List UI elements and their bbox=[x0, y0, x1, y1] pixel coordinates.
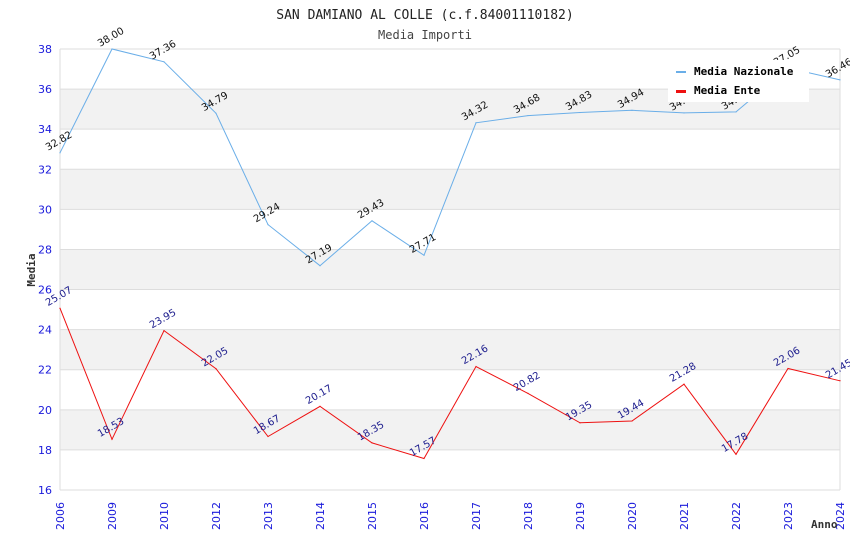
series-line bbox=[59, 308, 841, 460]
y-tick-label: 18 bbox=[38, 444, 52, 457]
x-axis-ticks: 2006 2009 2010 2012 2013 2014 2015 2016 2017 2018… bbox=[54, 502, 847, 530]
grid-lines bbox=[59, 48, 841, 491]
data-point bbox=[59, 152, 61, 154]
x-tick-label: 2022 bbox=[730, 502, 743, 530]
legend-box bbox=[668, 60, 809, 102]
x-tick-label: 2024 bbox=[834, 502, 847, 530]
data-point bbox=[735, 453, 737, 455]
data-point bbox=[735, 111, 737, 113]
background-bands bbox=[60, 89, 840, 450]
data-point bbox=[527, 392, 529, 394]
data-label: 36.46 bbox=[824, 57, 850, 81]
y-tick-label: 20 bbox=[38, 404, 52, 417]
x-tick-label: 2016 bbox=[418, 502, 431, 530]
data-point bbox=[475, 365, 477, 368]
data-point bbox=[839, 79, 841, 81]
data-point bbox=[579, 422, 581, 424]
data-point bbox=[631, 109, 633, 111]
y-tick-label: 34 bbox=[38, 123, 52, 136]
x-tick-label: 2013 bbox=[262, 502, 275, 530]
y-tick-label: 38 bbox=[38, 43, 52, 56]
data-point bbox=[423, 254, 425, 256]
data-label: 38.00 bbox=[96, 26, 126, 50]
x-tick-label: 2009 bbox=[106, 502, 119, 530]
x-axis-label: Anno bbox=[811, 518, 838, 531]
x-tick-label: 2019 bbox=[574, 502, 587, 530]
data-label: 23.95 bbox=[148, 307, 178, 331]
data-point bbox=[111, 48, 113, 50]
x-tick-label: 2017 bbox=[470, 502, 483, 530]
data-label: 20.17 bbox=[304, 383, 334, 407]
data-point bbox=[215, 112, 217, 114]
y-tick-label: 28 bbox=[38, 243, 52, 256]
legend-swatch-nazionale bbox=[676, 71, 686, 73]
data-point bbox=[631, 420, 633, 422]
data-point bbox=[787, 367, 789, 370]
data-label: 20.82 bbox=[512, 370, 542, 394]
x-tick-label: 2014 bbox=[314, 502, 327, 530]
y-axis-label: Media bbox=[25, 253, 38, 286]
data-point bbox=[579, 111, 581, 114]
chart-title: SAN DAMIANO AL COLLE (c.f.84001110182) bbox=[276, 8, 573, 23]
legend-label-nazionale: Media Nazionale bbox=[694, 65, 794, 78]
y-tick-label: 32 bbox=[38, 163, 52, 176]
data-point bbox=[371, 442, 373, 444]
data-label: 37.36 bbox=[148, 39, 178, 63]
x-tick-label: 2021 bbox=[678, 502, 691, 530]
y-tick-label: 26 bbox=[38, 284, 52, 297]
data-point bbox=[839, 380, 841, 382]
y-tick-label: 30 bbox=[38, 203, 52, 216]
y-tick-label: 24 bbox=[38, 324, 52, 337]
y-tick-label: 22 bbox=[38, 364, 52, 377]
chart-subtitle: Media Importi bbox=[378, 28, 472, 42]
data-point bbox=[111, 438, 113, 440]
data-point bbox=[267, 223, 269, 226]
data-point bbox=[319, 265, 321, 267]
data-point bbox=[683, 383, 685, 385]
series-line bbox=[59, 48, 841, 267]
band bbox=[60, 249, 840, 290]
data-point bbox=[267, 435, 269, 438]
data-point bbox=[475, 122, 477, 124]
x-tick-label: 2020 bbox=[626, 502, 639, 530]
data-point bbox=[527, 114, 529, 117]
legend-label-ente: Media Ente bbox=[694, 84, 761, 97]
data-point bbox=[319, 405, 321, 408]
y-tick-label: 16 bbox=[38, 484, 52, 497]
data-point bbox=[215, 368, 217, 370]
data-point bbox=[163, 330, 165, 332]
data-point bbox=[163, 61, 165, 63]
x-tick-label: 2010 bbox=[158, 502, 171, 530]
data-point bbox=[59, 307, 61, 309]
band bbox=[60, 329, 840, 370]
data-point bbox=[423, 457, 425, 460]
x-tick-label: 2018 bbox=[522, 502, 535, 530]
x-tick-label: 2015 bbox=[366, 502, 379, 530]
x-tick-label: 2023 bbox=[782, 502, 795, 530]
y-tick-label: 36 bbox=[38, 83, 52, 96]
data-point bbox=[683, 112, 685, 114]
legend: Media Nazionale Media Ente bbox=[668, 60, 809, 102]
x-tick-label: 2012 bbox=[210, 502, 223, 530]
legend-swatch-ente bbox=[676, 90, 686, 93]
x-tick-label: 2006 bbox=[54, 502, 67, 530]
band bbox=[60, 409, 840, 450]
data-point bbox=[371, 220, 373, 222]
y-axis-ticks: 16 18 20 22 24 26 28 30 32 34 36 38 bbox=[38, 43, 52, 497]
